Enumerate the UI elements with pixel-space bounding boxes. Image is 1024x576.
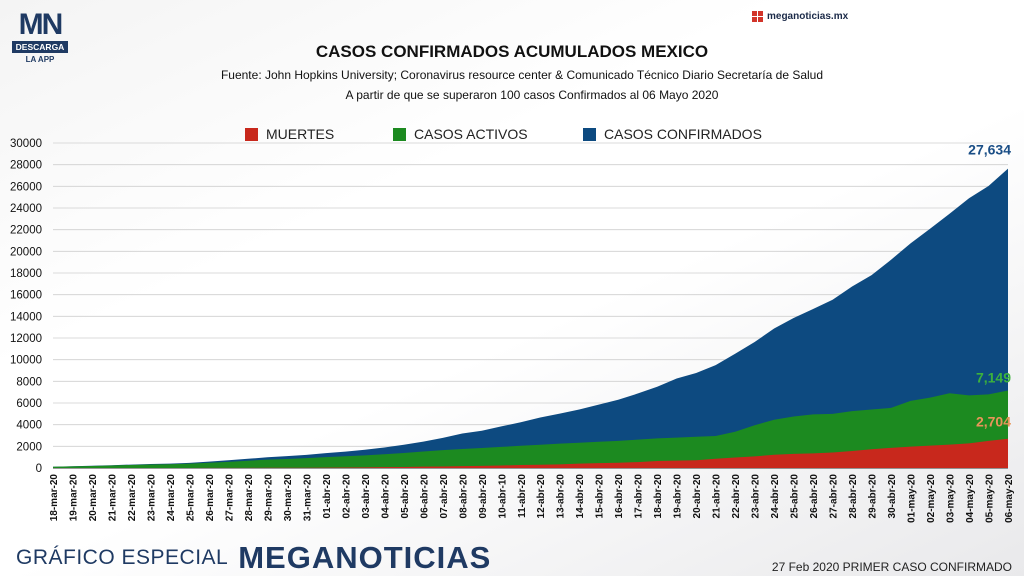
y-tick-label: 24000: [10, 203, 42, 215]
footer-brand-mega: MEGA: [238, 540, 336, 575]
legend-label-confirmados: CASOS CONFIRMADOS: [604, 126, 762, 142]
y-tick-label: 30000: [10, 138, 42, 150]
x-tick-label: 18-mar-20: [49, 474, 60, 522]
chart-title: CASOS CONFIRMADOS ACUMULADOS MEXICO: [315, 42, 709, 61]
chart-subtitle-2: A partir de que se superaron 100 casos C…: [345, 88, 719, 102]
value-label-confirmados: 27,634: [968, 142, 1011, 158]
y-tick-label: 2000: [16, 441, 42, 453]
logo-download-label: DESCARGA: [12, 41, 68, 53]
x-tick-label: 25-abr-20: [790, 474, 801, 519]
x-tick-label: 18-abr-20: [653, 474, 664, 519]
y-tick-label: 26000: [10, 181, 42, 193]
chart-legend: MUERTES CASOS ACTIVOS CASOS CONFIRMADOS: [245, 126, 762, 142]
x-tick-label: 17-abr-20: [634, 474, 645, 519]
y-tick-label: 0: [36, 463, 42, 475]
area-casos-activos: [53, 390, 1008, 468]
x-tick-label: 15-abr-20: [595, 474, 606, 519]
x-tick-label: 23-mar-20: [146, 474, 157, 522]
x-tick-label: 19-mar-20: [68, 474, 79, 522]
x-tick-label: 27-mar-20: [224, 474, 235, 522]
x-tick-label: 08-abr-20: [458, 474, 469, 519]
x-tick-label: 24-mar-20: [166, 474, 177, 522]
legend-swatch-activos: [393, 127, 406, 141]
x-tick-label: 04-may-20: [965, 474, 976, 523]
legend-swatch-confirmados: [583, 127, 596, 141]
area-casos-confirmados: [53, 168, 1008, 468]
legend-label-muertes: MUERTES: [266, 126, 335, 142]
y-tick-label: 6000: [16, 398, 42, 410]
x-tick-label: 22-mar-20: [127, 474, 138, 522]
x-tick-label: 05-may-20: [985, 474, 996, 523]
x-tick-label: 29-abr-20: [868, 474, 879, 519]
x-tick-label: 30-abr-20: [887, 474, 898, 519]
x-tick-label: 05-abr-20: [400, 474, 411, 519]
x-tick-label: 09-abr-20: [478, 474, 489, 519]
x-tick-label: 06-may-20: [1004, 474, 1015, 523]
footer-brand-block: GRÁFICO ESPECIAL MEGANOTICIAS: [16, 540, 491, 576]
x-tick-label: 16-abr-20: [614, 474, 625, 519]
x-tick-label: 23-abr-20: [751, 474, 762, 519]
brand-website[interactable]: meganoticias.mx: [752, 11, 848, 22]
x-tick-label: 26-abr-20: [809, 474, 820, 519]
logo-mark: MN: [18, 8, 64, 41]
x-tick-label: 11-abr-20: [517, 474, 528, 518]
y-tick-label: 12000: [10, 333, 42, 345]
x-tick-label: 22-abr-20: [731, 474, 742, 519]
x-tick-label: 31-mar-20: [302, 474, 313, 522]
y-tick-label: 22000: [10, 225, 42, 237]
y-tick-label: 16000: [10, 290, 42, 302]
value-label-activos: 7,149: [976, 370, 1011, 386]
x-tick-label: 25-mar-20: [185, 474, 196, 522]
x-tick-label: 14-abr-20: [575, 474, 586, 519]
legend-item-activos: CASOS ACTIVOS: [393, 126, 583, 142]
x-tick-label: 01-abr-20: [322, 474, 333, 519]
x-tick-label: 28-abr-20: [848, 474, 859, 519]
chart-subtitle: Fuente: John Hopkins University; Coronav…: [220, 68, 824, 82]
x-tick-label: 28-mar-20: [244, 474, 255, 522]
y-tick-label: 14000: [10, 311, 42, 323]
footer-brand-noticias: NOTICIAS: [335, 540, 492, 575]
x-tick-label: 29-mar-20: [263, 474, 274, 522]
brand-website-label: meganoticias.mx: [767, 11, 849, 22]
y-tick-label: 28000: [10, 160, 42, 172]
legend-item-confirmados: CASOS CONFIRMADOS: [583, 126, 762, 142]
x-tick-label: 26-mar-20: [205, 474, 216, 522]
meganoticias-logo[interactable]: MN DESCARGA LA APP: [12, 10, 68, 64]
x-tick-label: 03-may-20: [946, 474, 957, 523]
area-muertes: [53, 438, 1008, 468]
x-tick-label: 06-abr-20: [419, 474, 430, 519]
logo-app-label: LA APP: [25, 55, 55, 64]
footer-first-case-note: 27 Feb 2020 PRIMER CASO CONFIRMADO: [771, 560, 1012, 574]
x-tick-label: 01-may-20: [907, 474, 918, 523]
footer-special-label: GRÁFICO ESPECIAL: [16, 546, 229, 569]
x-tick-label: 04-abr-20: [380, 474, 391, 519]
area-chart: 0 2000 4000 6000 8000 10000 12000 14000 16000 180…: [10, 138, 1015, 523]
x-tick-label: 13-abr-20: [556, 474, 567, 519]
x-tick-label: 20-abr-20: [692, 474, 703, 519]
legend-swatch-muertes: [245, 127, 258, 141]
y-tick-label: 20000: [10, 246, 42, 258]
y-tick-label: 8000: [16, 376, 42, 388]
x-tick-label: 21-abr-20: [712, 474, 723, 519]
y-tick-label: 4000: [16, 420, 42, 432]
y-tick-label: 18000: [10, 268, 42, 280]
x-tick-label: 21-mar-20: [107, 474, 118, 522]
value-label-muertes: 2,704: [976, 414, 1011, 430]
x-tick-label: 27-abr-20: [829, 474, 840, 519]
x-tick-label: 03-abr-20: [361, 474, 372, 519]
x-tick-label: 02-may-20: [926, 474, 937, 523]
x-tick-label: 10-abr-10: [497, 474, 508, 519]
x-tick-label: 30-mar-20: [283, 474, 294, 522]
legend-label-activos: CASOS ACTIVOS: [414, 126, 528, 142]
x-tick-label: 24-abr-20: [770, 474, 781, 519]
brand-grid-icon: [752, 11, 763, 22]
footer-brand-name: MEGANOTICIAS: [238, 540, 491, 576]
x-tick-label: 19-abr-20: [673, 474, 684, 519]
legend-item-muertes: MUERTES: [245, 126, 393, 142]
y-tick-label: 10000: [10, 355, 42, 367]
x-tick-label: 02-abr-20: [341, 474, 352, 519]
x-tick-label: 07-abr-20: [439, 474, 450, 519]
x-tick-label: 20-mar-20: [88, 474, 99, 522]
x-tick-label: 12-abr-20: [536, 474, 547, 519]
